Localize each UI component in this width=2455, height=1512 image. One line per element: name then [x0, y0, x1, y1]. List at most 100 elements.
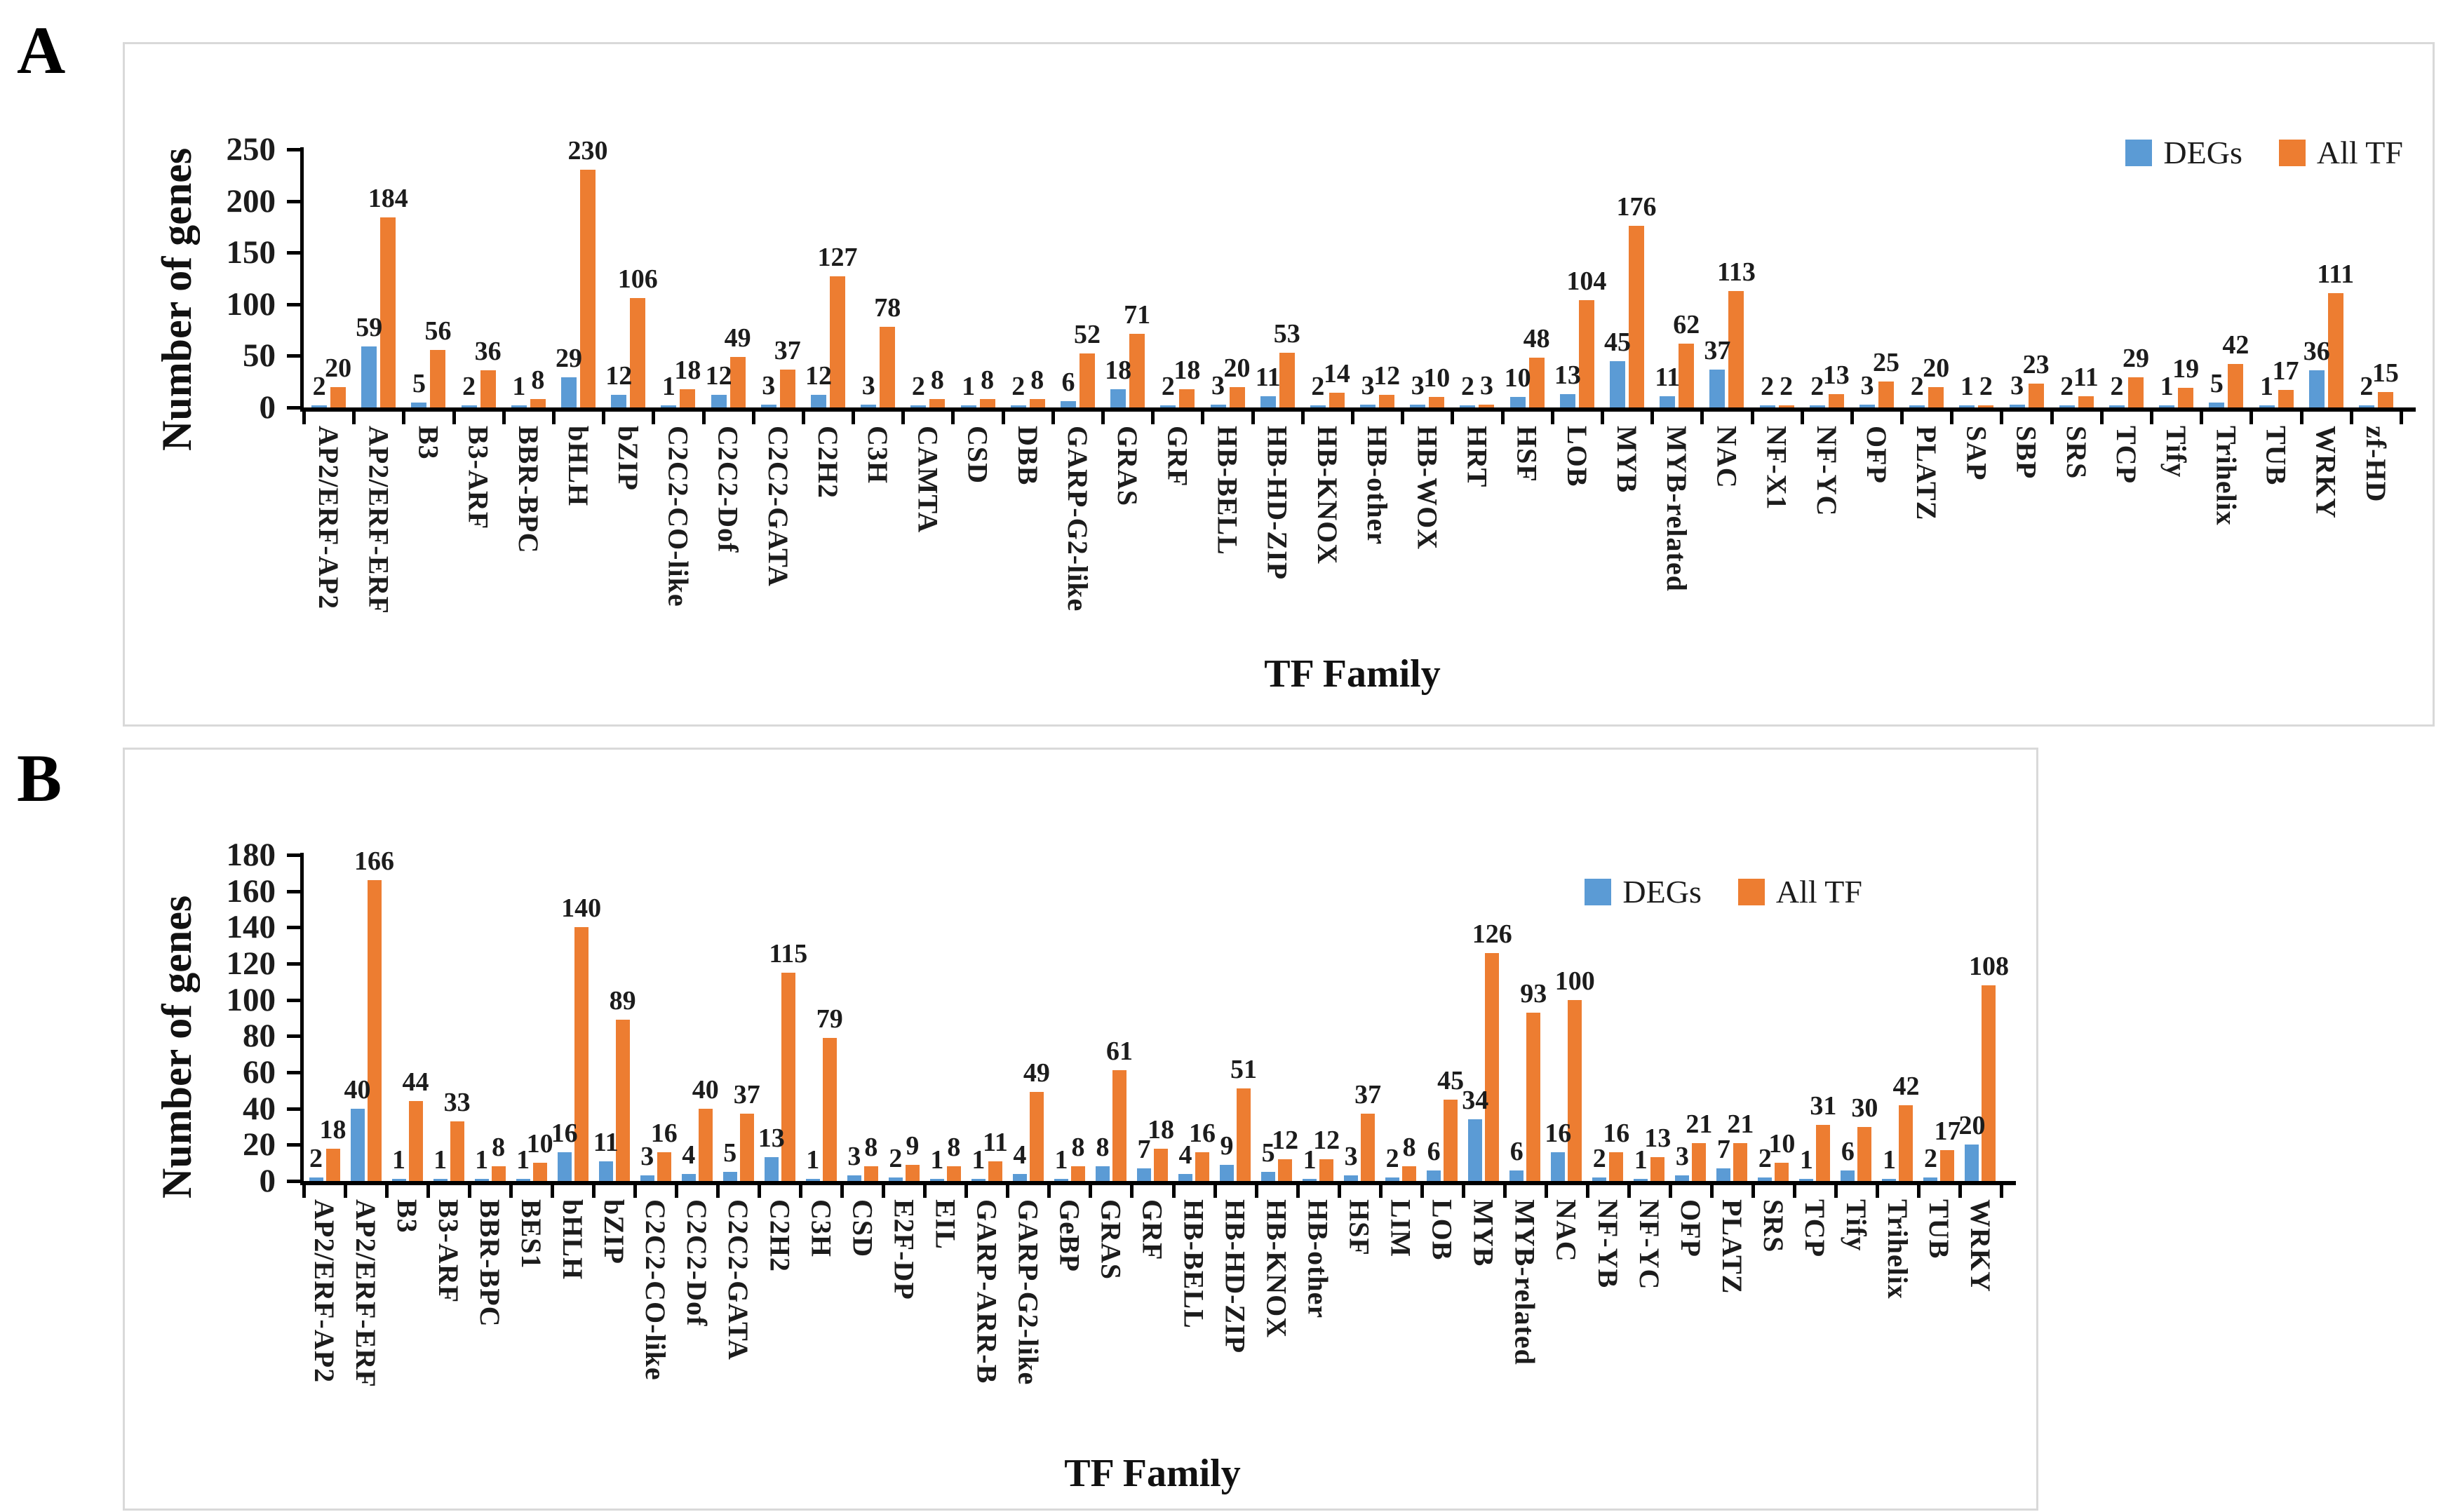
x-tick-mark [302, 407, 306, 424]
label-degs-MYB-related: 11 [1655, 362, 1681, 392]
x-category-label-text: NF-YB [1592, 1199, 1624, 1289]
label-degs-AP2/ERF-ERF: 59 [356, 313, 383, 343]
x-category-label-text: BBR-BPC [512, 426, 544, 554]
label-alltf-B3-ARF: 36 [474, 337, 502, 366]
label-degs-Trihelix: 5 [2210, 368, 2224, 398]
x-tick-mark [1089, 1181, 1093, 1198]
label-degs-NF-YC: 2 [1810, 372, 1824, 401]
x-category-label-text: WRKY [1964, 1199, 1996, 1292]
label-alltf-HB-BELL: 16 [1189, 1118, 1216, 1148]
label-alltf-MYB: 126 [1472, 919, 1512, 949]
x-tick-mark [840, 1181, 845, 1198]
label-degs-C2C2-CO-like: 1 [661, 372, 675, 401]
label-alltf-CAMTA: 8 [930, 365, 944, 396]
bar-degs-HB-BELL [1178, 1173, 1193, 1181]
y-tick-label: 120 [226, 945, 276, 982]
x-category-label: AP2/ERF-ERF [354, 426, 403, 652]
x-category-label: C2H2 [803, 426, 853, 652]
x-tick-mark [964, 1181, 969, 1198]
x-tick-mark [923, 1181, 927, 1198]
label-alltf-B3: 56 [424, 316, 452, 346]
bar-alltf-MYB-related [1526, 1012, 1541, 1181]
label-degs-C2C2-GATA: 5 [723, 1138, 737, 1168]
x-category-label: OFP [1670, 1199, 1711, 1452]
label-degs-WRKY: 36 [2303, 337, 2330, 366]
label-alltf-Trihelix: 42 [1892, 1071, 1920, 1101]
label-degs-SRS: 2 [2060, 372, 2074, 401]
bar-degs-BES1 [516, 1179, 530, 1181]
label-degs-GRAS: 8 [1096, 1133, 1110, 1163]
bar-degs-HB-HD-ZIP [1260, 396, 1276, 407]
x-tick-mark [1550, 407, 1554, 424]
bar-alltf-bZIP [630, 297, 646, 407]
x-category-label-text: C2H2 [812, 426, 844, 499]
x-tick-mark [1420, 1181, 1424, 1198]
x-category-label: HSF [1339, 1199, 1380, 1452]
bar-alltf-NF-X1 [1778, 405, 1794, 407]
x-category-label-text: TCP [1798, 1199, 1831, 1257]
label-degs-B3-ARF: 1 [433, 1145, 448, 1175]
y-tick-mark [287, 962, 300, 966]
panel-a: Number of genes 0 50 100 150 200 250 2 20 AP2/ER… [123, 42, 2435, 727]
label-degs-C2C2-GATA: 3 [762, 370, 776, 400]
label-degs-GARP-G2-like: 6 [1061, 367, 1075, 398]
label-alltf-NF-YC: 13 [1644, 1123, 1672, 1154]
x-category-label: bZIP [603, 426, 653, 652]
x-tick-mark [1401, 407, 1405, 424]
bar-degs-MYB-related [1660, 396, 1676, 407]
x-tick-mark [1213, 1181, 1217, 1198]
x-tick-mark [2099, 407, 2104, 424]
x-category-label-text: PLATZ [1911, 426, 1943, 521]
x-category-label: GARP-ARR-B [966, 1199, 1007, 1452]
x-category-label-text: C2C2-CO-like [640, 1199, 672, 1381]
x-category-label: C2C2-Dof [704, 426, 753, 652]
bar-degs-DBB [1010, 405, 1026, 407]
x-tick-mark [2000, 407, 2004, 424]
bar-alltf-SRS [1775, 1163, 1789, 1181]
label-alltf-C2H2: 115 [769, 938, 808, 968]
x-category-label-text: CSD [962, 426, 994, 485]
x-category-label-text: GARP-G2-like [1061, 426, 1094, 612]
y-tick-label: 180 [226, 837, 276, 873]
bar-alltf-C2C2-GATA [739, 1114, 754, 1181]
label-alltf-OFP: 25 [1873, 348, 1899, 378]
bar-degs-MYB [1610, 360, 1626, 407]
bar-degs-HRT [1460, 405, 1476, 407]
x-category-label: MYB [1463, 1199, 1505, 1452]
bar-alltf-Tify [2178, 388, 2194, 407]
x-tick-mark [1958, 1181, 1962, 1198]
x-category-label-text: PLATZ [1716, 1199, 1748, 1295]
y-tick-label: 200 [226, 182, 276, 220]
bar-alltf-C3H [822, 1037, 837, 1181]
label-alltf-C2C2-Dof: 40 [692, 1074, 719, 1105]
label-degs-MYB: 45 [1604, 327, 1632, 357]
x-category-label-text: HRT [1461, 426, 1493, 488]
label-alltf-GRAS: 61 [1105, 1037, 1133, 1067]
label-degs-LIM: 2 [1385, 1143, 1399, 1173]
x-category-label: AP2/ERF-ERF [345, 1199, 386, 1452]
legend-label-degs: DEGs [1622, 874, 1702, 910]
label-alltf-BES1: 10 [526, 1129, 553, 1159]
x-category-label: TUB [1918, 1199, 1960, 1452]
label-alltf-C2C2-Dof: 49 [724, 323, 751, 353]
bar-alltf-NAC [1568, 999, 1582, 1181]
x-tick-mark [1500, 407, 1505, 424]
bar-degs-WRKY [1965, 1145, 1979, 1181]
x-category-label-text: GARP-ARR-B [971, 1199, 1003, 1384]
label-degs-OFP: 3 [1675, 1142, 1689, 1172]
bar-alltf-BBR-BPC [491, 1166, 506, 1181]
label-degs-BBR-BPC: 1 [512, 372, 526, 401]
bar-degs-OFP [1859, 404, 1875, 407]
label-degs-CAMTA: 2 [911, 372, 925, 401]
label-alltf-TCP: 29 [2122, 344, 2149, 374]
y-tick-label: 140 [226, 909, 276, 946]
label-alltf-HB-other: 12 [1313, 1126, 1340, 1155]
label-alltf-AP2/ERF-ERF: 166 [354, 846, 395, 877]
bar-alltf-GARP-G2-like [1029, 1092, 1044, 1181]
bar-degs-SRS [2059, 405, 2075, 407]
x-tick-mark [1900, 407, 1904, 424]
bar-alltf-zf-HD [2377, 391, 2393, 407]
label-alltf-TUB: 17 [2272, 356, 2299, 386]
x-category-label-text: GeBP [1054, 1199, 1086, 1272]
x-category-label-text: C2H2 [764, 1199, 796, 1272]
